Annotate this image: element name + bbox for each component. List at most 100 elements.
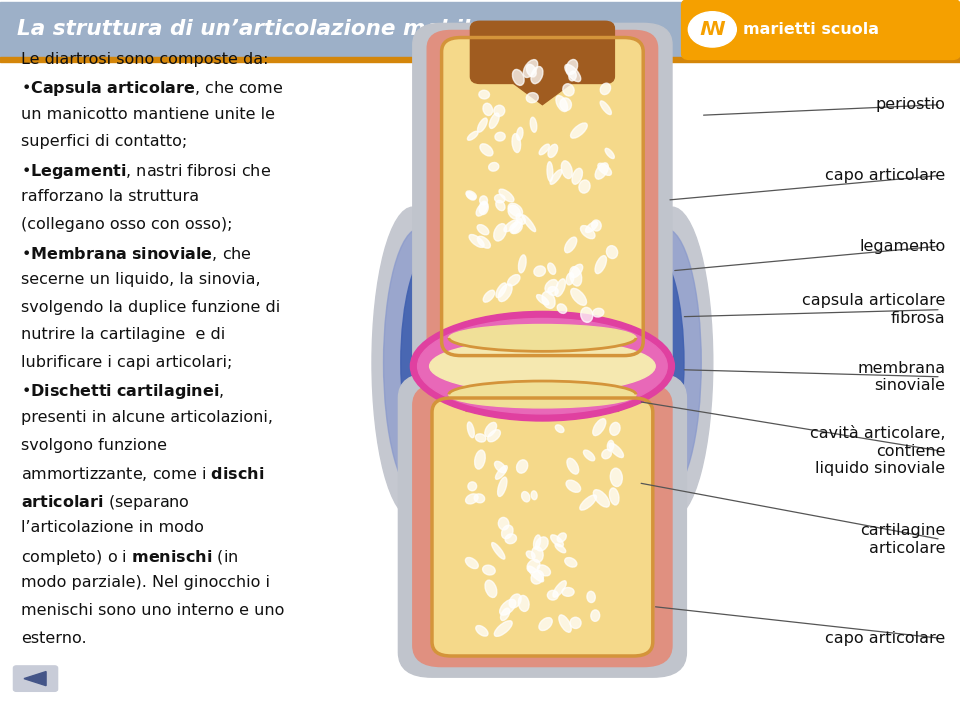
Ellipse shape (579, 180, 590, 193)
Ellipse shape (527, 559, 540, 572)
Ellipse shape (542, 291, 555, 308)
Ellipse shape (521, 491, 530, 502)
Text: $\mathbf{articolari}$ (separano: $\mathbf{articolari}$ (separano (21, 493, 190, 512)
Text: (collegano osso con osso);: (collegano osso con osso); (21, 217, 232, 232)
Text: presenti in alcune articolazioni,: presenti in alcune articolazioni, (21, 410, 273, 425)
Ellipse shape (610, 423, 620, 435)
Ellipse shape (528, 566, 543, 582)
Ellipse shape (474, 494, 485, 503)
Text: capsula articolare
fibrosa: capsula articolare fibrosa (803, 294, 946, 326)
Ellipse shape (499, 599, 516, 615)
Ellipse shape (610, 488, 619, 505)
Ellipse shape (555, 425, 564, 432)
Ellipse shape (474, 450, 485, 469)
Ellipse shape (479, 90, 490, 99)
Ellipse shape (537, 295, 549, 305)
Ellipse shape (480, 196, 488, 205)
Ellipse shape (600, 101, 612, 115)
Ellipse shape (526, 65, 537, 77)
Ellipse shape (566, 60, 578, 74)
Ellipse shape (466, 191, 476, 199)
Ellipse shape (586, 221, 598, 233)
Ellipse shape (497, 477, 507, 496)
Circle shape (688, 12, 736, 47)
Text: membrana
sinoviale: membrana sinoviale (857, 361, 946, 393)
Ellipse shape (595, 163, 609, 179)
Ellipse shape (569, 71, 576, 81)
Ellipse shape (538, 565, 550, 576)
Ellipse shape (518, 596, 529, 611)
Ellipse shape (505, 534, 516, 544)
Ellipse shape (501, 525, 513, 539)
Ellipse shape (483, 104, 492, 116)
Ellipse shape (466, 557, 478, 569)
Ellipse shape (508, 205, 520, 219)
Ellipse shape (483, 565, 495, 575)
Ellipse shape (600, 83, 611, 94)
Ellipse shape (523, 60, 538, 77)
Ellipse shape (563, 84, 574, 96)
Ellipse shape (570, 264, 583, 278)
Ellipse shape (494, 194, 505, 203)
Ellipse shape (540, 301, 621, 361)
Ellipse shape (557, 533, 566, 542)
Ellipse shape (564, 557, 577, 567)
Ellipse shape (509, 594, 521, 608)
Polygon shape (504, 77, 581, 105)
Ellipse shape (592, 419, 606, 435)
Ellipse shape (555, 279, 565, 296)
Polygon shape (24, 671, 46, 686)
Text: lubrificare i capi articolari;: lubrificare i capi articolari; (21, 355, 232, 370)
Bar (0, 57, 960, 62)
Polygon shape (518, 328, 566, 352)
Ellipse shape (580, 495, 596, 510)
Text: •$\mathbf{Dischetti\ cartilaginei}$,: •$\mathbf{Dischetti\ cartilaginei}$, (21, 382, 225, 401)
FancyBboxPatch shape (413, 384, 672, 666)
FancyBboxPatch shape (470, 21, 614, 84)
Ellipse shape (495, 132, 505, 141)
Text: •$\mathbf{Membrana\ sinoviale}$, che: •$\mathbf{Membrana\ sinoviale}$, che (21, 245, 252, 262)
Polygon shape (531, 394, 554, 412)
Ellipse shape (494, 462, 506, 473)
Ellipse shape (418, 318, 667, 414)
Ellipse shape (468, 391, 544, 433)
Ellipse shape (498, 518, 509, 530)
Text: completo) o i $\mathbf{menischi}$ (in: completo) o i $\mathbf{menischi}$ (in (21, 548, 238, 567)
Text: capo articolare: capo articolare (826, 631, 946, 646)
FancyBboxPatch shape (442, 38, 643, 356)
Ellipse shape (463, 301, 544, 361)
Ellipse shape (540, 391, 617, 433)
Ellipse shape (569, 267, 582, 286)
Ellipse shape (476, 625, 488, 636)
Ellipse shape (480, 144, 492, 156)
FancyBboxPatch shape (398, 373, 686, 677)
Ellipse shape (592, 308, 604, 317)
Text: l’articolazione in modo: l’articolazione in modo (21, 520, 204, 535)
Ellipse shape (448, 381, 636, 408)
Ellipse shape (512, 133, 520, 152)
Text: esterno.: esterno. (21, 630, 86, 645)
Ellipse shape (632, 207, 712, 518)
Ellipse shape (548, 286, 558, 296)
Ellipse shape (545, 279, 558, 293)
Ellipse shape (518, 255, 526, 273)
Ellipse shape (553, 581, 566, 597)
Ellipse shape (548, 263, 556, 274)
Ellipse shape (429, 340, 655, 393)
Ellipse shape (466, 494, 478, 504)
FancyBboxPatch shape (427, 30, 658, 366)
Text: periostio: periostio (876, 97, 946, 112)
Ellipse shape (595, 256, 607, 274)
Ellipse shape (562, 588, 574, 596)
Ellipse shape (547, 591, 558, 600)
Text: Le diartrosi sono composte da:: Le diartrosi sono composte da: (21, 52, 269, 67)
Text: La struttura di un’articolazione mobile: La struttura di un’articolazione mobile (17, 19, 485, 40)
Text: modo parziale). Nel ginocchio i: modo parziale). Nel ginocchio i (21, 576, 270, 591)
FancyBboxPatch shape (682, 0, 960, 60)
Ellipse shape (571, 289, 587, 306)
Ellipse shape (551, 535, 564, 547)
Ellipse shape (477, 225, 489, 235)
Ellipse shape (557, 304, 566, 313)
Ellipse shape (532, 547, 543, 562)
Ellipse shape (566, 480, 581, 492)
